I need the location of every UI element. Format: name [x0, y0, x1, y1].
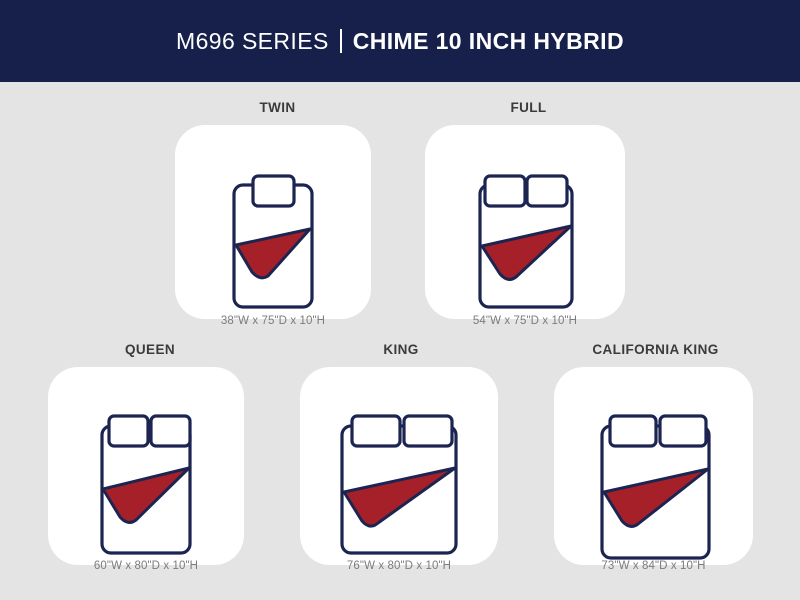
- size-card-queen[interactable]: 60"W x 80"D x 10"H: [48, 367, 244, 572]
- pillow-icon: [657, 414, 708, 448]
- blanket-shape: [602, 467, 709, 528]
- bed-diagram-king: [340, 414, 458, 555]
- size-label-king: KING: [383, 342, 419, 357]
- size-card-king[interactable]: 76"W x 80"D x 10"H: [300, 367, 498, 572]
- size-cell-cal-king: CALIFORNIA KING 73"W x 84"D x 10"H: [554, 342, 757, 574]
- bed-diagram-twin: [232, 174, 314, 309]
- page-title: M696 SERIES CHIME 10 INCH HYBRID: [176, 28, 624, 55]
- size-cell-full: FULL 54"W x 75"D x 10"H: [425, 100, 632, 327]
- size-card-full[interactable]: 54"W x 75"D x 10"H: [425, 125, 625, 327]
- blanket-shape: [234, 227, 312, 280]
- bed-illustration-twin: [175, 173, 371, 313]
- pillow-icon: [350, 414, 402, 448]
- size-label-twin: TWIN: [259, 100, 296, 115]
- bed-illustration-king: [300, 413, 498, 558]
- pillow-icon: [107, 414, 150, 448]
- bed-illustration-cal-king: [554, 413, 753, 561]
- bed-diagram-full: [478, 174, 574, 309]
- size-card-twin[interactable]: 38"W x 75"D x 10"H: [175, 125, 371, 327]
- pillow-icon: [149, 414, 192, 448]
- pillow-icon: [483, 174, 527, 208]
- pillow-icon: [251, 174, 296, 208]
- dimensions-full: 54"W x 75"D x 10"H: [472, 315, 578, 327]
- dimensions-king: 76"W x 80"D x 10"H: [346, 560, 452, 572]
- size-label-cal-king: CALIFORNIA KING: [592, 342, 719, 357]
- dimensions-queen: 60"W x 80"D x 10"H: [93, 560, 199, 572]
- bed-diagram-cal-king: [599, 414, 711, 560]
- blanket-shape: [101, 466, 191, 524]
- size-card-grid: TWIN 38"W x 75"D x 10"H FULL: [0, 82, 800, 600]
- model-label: CHIME 10 INCH HYBRID: [352, 27, 624, 54]
- title-divider-icon: [339, 29, 342, 53]
- pillow-icon: [607, 414, 658, 448]
- header-bar: M696 SERIES CHIME 10 INCH HYBRID: [0, 0, 800, 82]
- dimensions-cal-king: 73"W x 84"D x 10"H: [601, 560, 706, 572]
- blanket-shape: [342, 466, 457, 528]
- blanket-shape: [480, 224, 573, 281]
- size-cell-queen: QUEEN 60"W x 80"D x 10"H: [48, 342, 252, 574]
- dimensions-twin: 38"W x 75"D x 10"H: [220, 315, 326, 327]
- size-card-cal-king[interactable]: 73"W x 84"D x 10"H: [554, 367, 753, 572]
- size-label-queen: QUEEN: [124, 342, 175, 357]
- pillow-icon: [402, 414, 454, 448]
- bed-illustration-full: [425, 173, 625, 313]
- size-label-full: FULL: [510, 100, 547, 115]
- size-cell-king: KING 76"W x 80"D x 10"H: [300, 342, 502, 574]
- series-label: M696 SERIES: [176, 27, 329, 54]
- size-cell-twin: TWIN 38"W x 75"D x 10"H: [175, 100, 380, 327]
- bed-illustration-queen: [48, 413, 244, 558]
- bed-diagram-queen: [100, 414, 192, 555]
- pillow-icon: [525, 174, 569, 208]
